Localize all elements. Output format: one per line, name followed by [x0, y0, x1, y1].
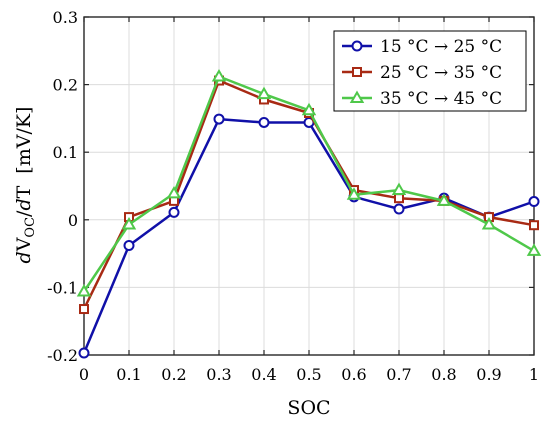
data-point-square — [394, 193, 404, 204]
x-tick-label: 0.7 — [386, 365, 411, 384]
data-point-triangle — [391, 182, 407, 196]
data-point-square — [79, 304, 89, 315]
data-point-square — [529, 220, 539, 231]
series-layer — [76, 68, 542, 359]
data-point-circle — [213, 113, 225, 125]
y-tick-label: 0.3 — [53, 8, 78, 27]
legend-marker-3 — [349, 90, 365, 103]
data-point-triangle — [121, 217, 137, 230]
data-point-triangle — [301, 102, 317, 116]
x-tick-label: 0.8 — [431, 365, 456, 384]
x-tick-label: 0.6 — [341, 365, 366, 384]
data-point-circle — [393, 203, 405, 215]
y-tick-label: -0.1 — [47, 278, 78, 297]
x-tick-label: 0.1 — [116, 365, 141, 384]
data-point-triangle — [76, 283, 92, 297]
x-tick-label: 0 — [79, 365, 89, 384]
legend-label-1: 15 °C → 25 °C — [380, 37, 502, 57]
legend-entry-2: 25 °C → 35 °C — [342, 63, 502, 83]
x-axis-label: SOC — [287, 397, 330, 419]
data-point-triangle — [481, 217, 497, 230]
y-axis-label-sub: OC — [23, 217, 38, 238]
x-tick-label: 0.4 — [251, 365, 276, 384]
legend-entry-3: 35 °C → 45 °C — [342, 89, 502, 109]
y-tick-label: -0.2 — [47, 346, 78, 365]
y-axis-label-unit: [mV/K] — [13, 107, 35, 174]
data-point-triangle — [166, 185, 182, 199]
data-point-triangle — [436, 193, 452, 206]
x-tick-label: 0.2 — [161, 365, 186, 384]
data-point-triangle — [346, 187, 362, 200]
data-point-triangle — [526, 243, 542, 256]
legend-marker-2 — [352, 67, 362, 77]
legend-label-2: 25 °C → 35 °C — [380, 63, 502, 83]
series-3 — [76, 68, 542, 297]
data-point-circle — [528, 196, 540, 208]
x-tick-label: 0.9 — [476, 365, 501, 384]
y-axis-label-slash: / — [13, 210, 35, 217]
x-tick-label: 0.5 — [296, 365, 321, 384]
data-point-triangle — [256, 86, 272, 100]
y-axis-label-v: V — [13, 237, 35, 252]
legend-entry-1: 15 °C → 25 °C — [342, 37, 502, 57]
data-point-circle — [78, 347, 90, 359]
y-axis-label-d: d — [13, 251, 35, 263]
x-tick-label: 1 — [529, 365, 539, 384]
data-point-triangle — [211, 68, 227, 82]
data-point-circle — [123, 239, 135, 251]
legend-label-3: 35 °C → 45 °C — [380, 89, 502, 109]
data-point-circle — [168, 206, 180, 218]
data-point-circle — [258, 116, 270, 128]
axis-ticks: 0 0.1 0.2 0.3 0.4 0.5 0.6 0.7 0.8 0.9 1 -0.2 -0.1 0 0.… — [47, 8, 539, 384]
y-axis-label: dVOC/dT[mV/K] — [13, 107, 38, 264]
legend-marker-1 — [351, 40, 363, 52]
y-axis-label-dt-d: d — [13, 198, 35, 210]
x-tick-label: 0.3 — [206, 365, 231, 384]
y-tick-label: 0 — [68, 211, 78, 230]
y-tick-label: 0.2 — [53, 76, 78, 95]
y-tick-label: 0.1 — [53, 143, 78, 162]
y-axis-label-dt-t: T — [13, 185, 35, 198]
legend: 15 °C → 25 °C 25 °C → 35 °C 35 °C → 45 °… — [333, 30, 527, 112]
